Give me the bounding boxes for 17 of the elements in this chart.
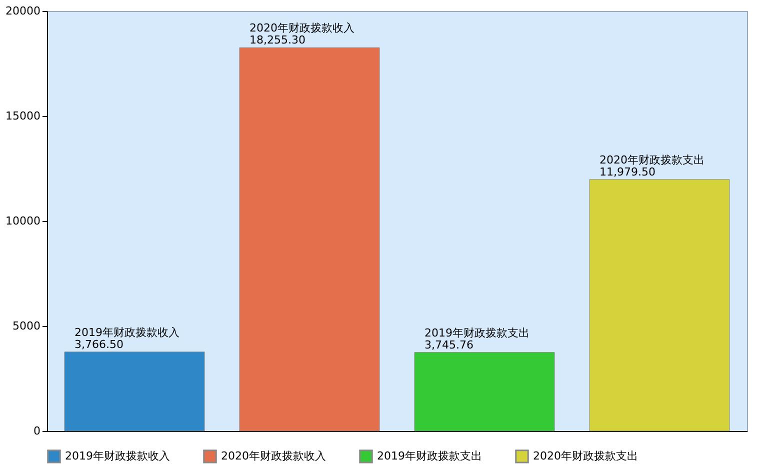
text: 2019年财政拨款收入 <box>74 326 180 339</box>
y-tick-label: 10000 <box>6 214 40 228</box>
y-tick-label: 20000 <box>6 4 40 18</box>
y-tick-label: 15000 <box>6 110 40 122</box>
legend-label: 2019年财政拨款收入 <box>65 449 170 462</box>
data-label: 11,979.50 <box>600 165 656 178</box>
y-tick-label: 0 <box>34 424 40 438</box>
legend-label: 2020年财政拨款收入 <box>221 449 326 462</box>
legend-label: 2019年财政拨款支出 <box>377 449 482 462</box>
data-label: 3,766.50 <box>74 338 124 351</box>
text: 2020年财政拨款收入 <box>250 22 354 35</box>
y-tick-label: 5000 <box>12 320 40 332</box>
data-label: 18,255.30 <box>250 34 306 47</box>
text: 2019年财政拨款支出 <box>424 326 530 340</box>
text: 2020年财政拨款支出 <box>600 153 704 166</box>
legend-label: 2020年财政拨款支出 <box>533 449 638 462</box>
data-label: 3,745.76 <box>424 338 474 352</box>
